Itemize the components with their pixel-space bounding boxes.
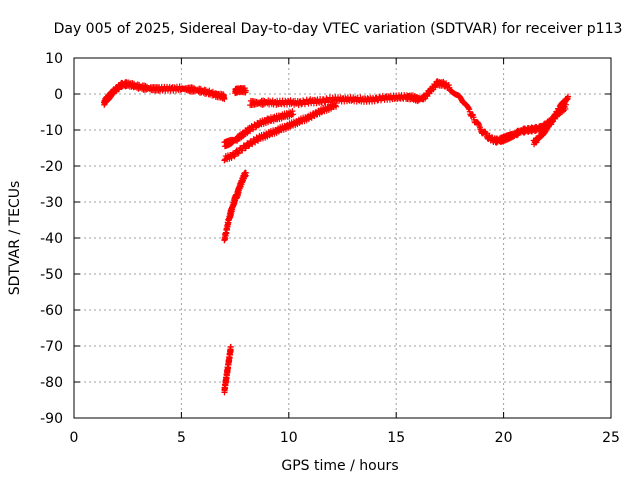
series-rising-arc-2: [221, 100, 340, 164]
y-tick-label: -30: [40, 195, 63, 211]
x-tick-label: 25: [602, 430, 620, 446]
axis-ticks: 0 5 10 15 20 25 10 0 -10 -20 -30 -40 -50 -60 -70 -80 -90: [40, 51, 620, 446]
data-point: [242, 169, 249, 176]
data-point: [289, 108, 296, 115]
data-series: [101, 78, 572, 396]
data-point: [221, 96, 228, 103]
x-axis-label: GPS time / hours: [281, 458, 398, 474]
y-tick-label: 0: [54, 87, 63, 103]
x-tick-label: 0: [70, 430, 79, 446]
data-point: [227, 344, 234, 351]
x-tick-label: 5: [177, 430, 186, 446]
y-tick-label: -90: [40, 411, 63, 427]
data-point: [348, 97, 355, 104]
x-tick-label: 20: [495, 430, 513, 446]
y-tick-label: -20: [40, 159, 63, 175]
chart-title: Day 005 of 2025, Sidereal Day-to-day VTE…: [54, 21, 623, 37]
data-point: [371, 98, 378, 105]
y-tick-label: -70: [40, 339, 63, 355]
data-point: [234, 150, 241, 157]
data-point: [565, 93, 572, 100]
series-dip-arc: [530, 93, 572, 148]
data-point: [290, 111, 297, 118]
series-steep-arc: [221, 169, 249, 244]
data-point: [245, 143, 252, 150]
y-tick-label: -10: [40, 123, 63, 139]
series-rising-arc: [221, 108, 297, 150]
grid-lines: [74, 58, 611, 418]
series-long-arc: [247, 78, 569, 146]
x-tick-label: 10: [280, 430, 298, 446]
y-axis-label: SDTVAR / TECUs: [7, 181, 23, 296]
y-tick-label: -50: [40, 267, 63, 283]
data-point: [333, 103, 340, 110]
data-point: [332, 102, 339, 109]
y-tick-label: -60: [40, 303, 63, 319]
y-tick-label: -40: [40, 231, 63, 247]
data-point: [295, 102, 302, 109]
y-tick-label: 10: [45, 51, 63, 67]
series-deep-arc: [221, 343, 234, 396]
y-tick-label: -80: [40, 375, 63, 391]
series-early-arc: [101, 79, 228, 108]
data-point: [242, 87, 249, 94]
series-short-arc: [232, 84, 249, 97]
x-tick-label: 15: [387, 430, 405, 446]
